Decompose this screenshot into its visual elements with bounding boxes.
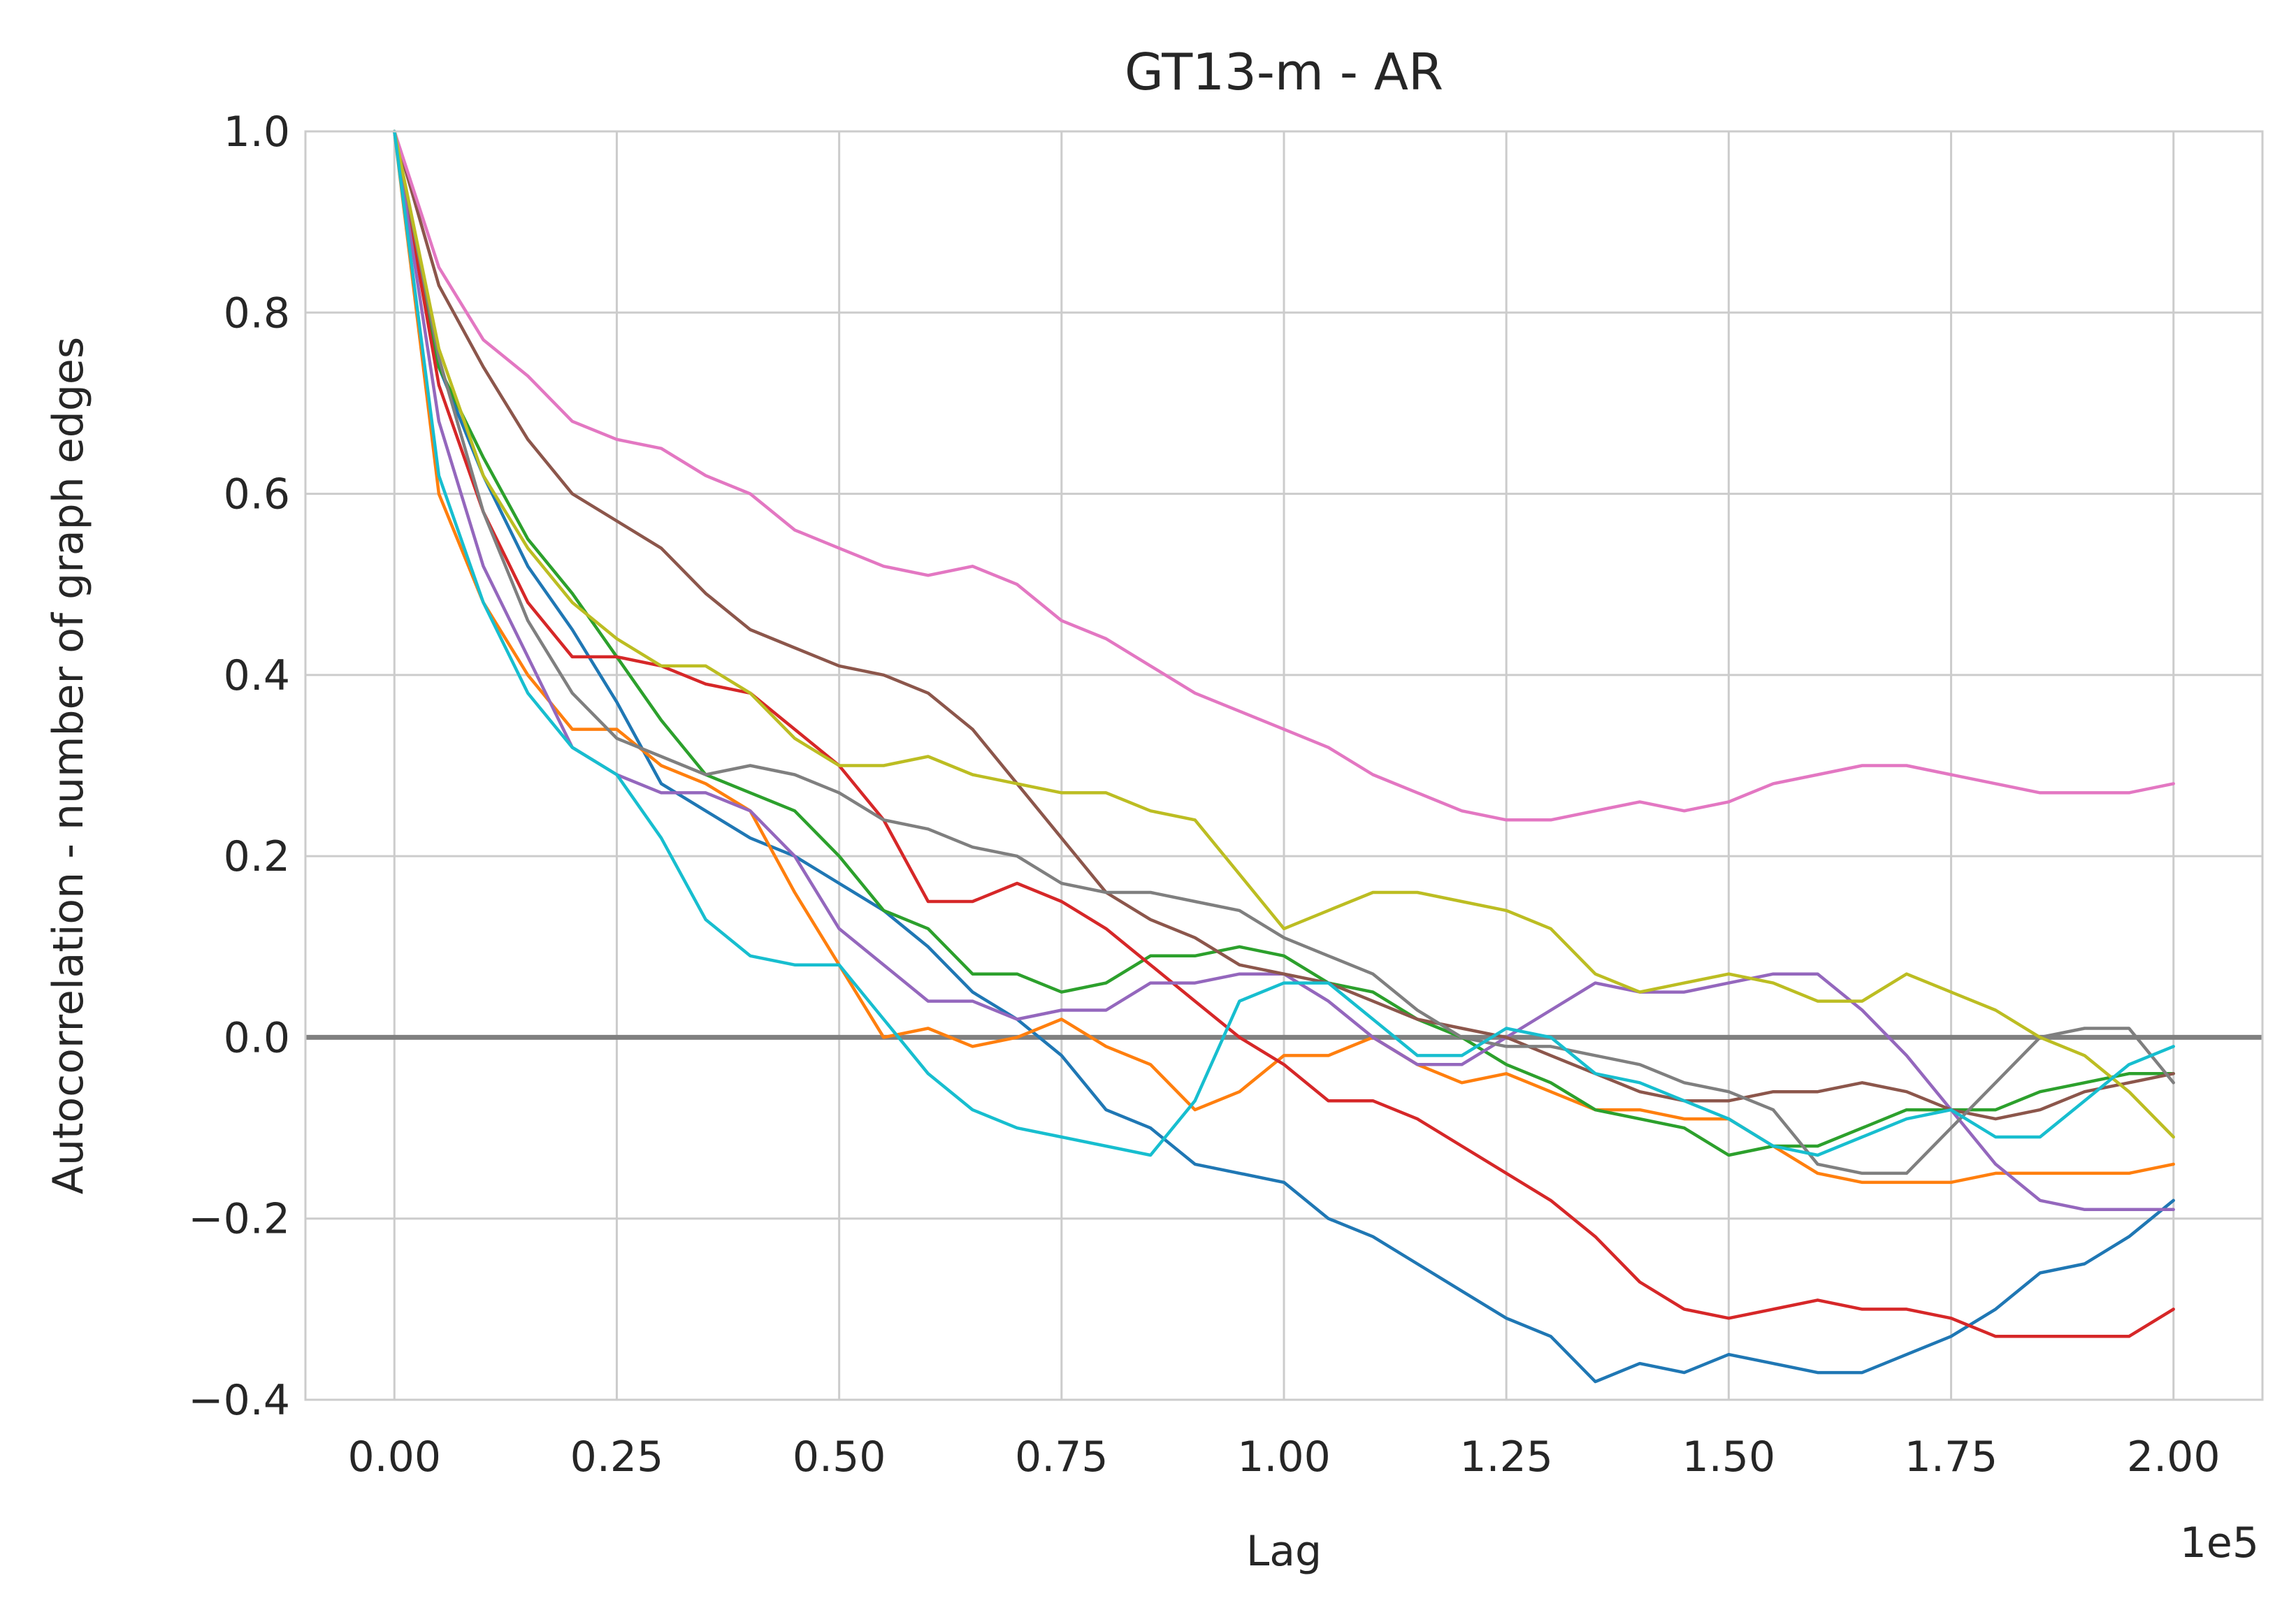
y-tick-label: 0.0 — [224, 1013, 290, 1062]
x-tick-label: 1.75 — [1905, 1433, 1998, 1482]
x-tick-label: 0.25 — [570, 1433, 664, 1482]
x-tick-label: 0.50 — [793, 1433, 886, 1482]
series-line-2 — [393, 129, 2175, 1185]
series-line-9 — [393, 129, 2175, 1139]
y-axis-title: Autocorrelation - number of graph edges — [44, 337, 93, 1194]
series-line-4 — [393, 129, 2175, 1338]
series-line-1 — [393, 129, 2175, 1384]
series-line-6 — [393, 129, 2175, 1121]
y-tick-label: 0.4 — [224, 651, 290, 700]
x-tick-label: 1.00 — [1237, 1433, 1331, 1482]
y-tick-label: −0.2 — [188, 1195, 290, 1244]
plot-area-frame — [304, 130, 2264, 1401]
y-tick-label: 0.6 — [224, 470, 290, 519]
x-axis-offset-text: 1e5 — [2180, 1519, 2259, 1567]
y-tick-label: 1.0 — [224, 108, 290, 157]
x-tick-labels: 0.00 0.25 0.50 0.75 1.00 1.25 1.50 1.75 2.00 — [347, 1433, 2220, 1482]
series-line-7 — [393, 129, 2175, 822]
y-tick-label: −0.4 — [188, 1376, 290, 1425]
x-tick-label: 0.00 — [347, 1433, 441, 1482]
y-tick-label: 0.8 — [224, 289, 290, 338]
x-tick-label: 0.75 — [1015, 1433, 1109, 1482]
x-tick-label: 1.50 — [1682, 1433, 1776, 1482]
y-tick-label: 0.2 — [224, 832, 290, 881]
x-axis-title: Lag — [1246, 1527, 1322, 1576]
chart-title: GT13-m - AR — [1125, 43, 1443, 101]
series-line-3 — [393, 129, 2175, 1157]
x-tick-label: 1.25 — [1459, 1433, 1553, 1482]
series-line-10 — [393, 129, 2175, 1157]
y-tick-labels: −0.4 −0.2 0.0 0.2 0.4 0.6 0.8 1.0 — [188, 108, 290, 1425]
series-lines — [393, 129, 2175, 1384]
x-tick-label: 2.00 — [2127, 1433, 2221, 1482]
series-line-8 — [393, 129, 2175, 1175]
